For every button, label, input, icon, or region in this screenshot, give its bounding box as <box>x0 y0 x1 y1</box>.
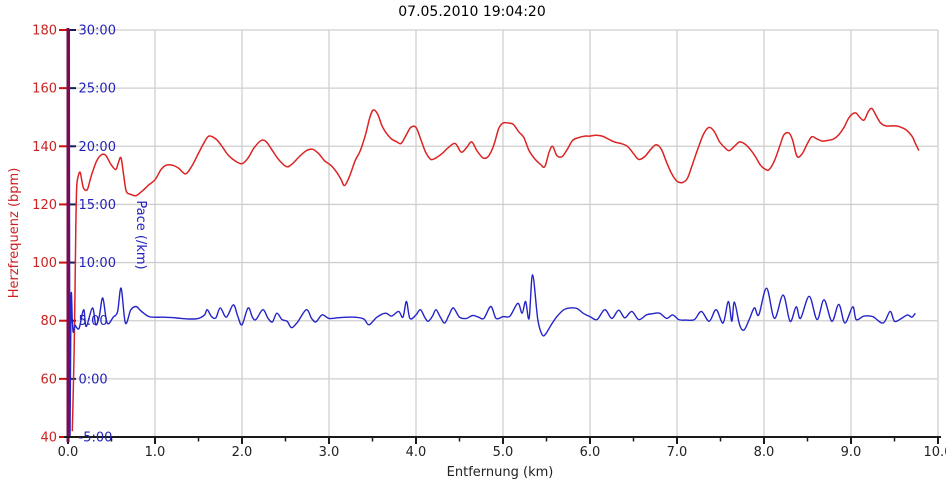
pace-line <box>68 29 916 437</box>
hr-tick-label: 120 <box>32 198 57 213</box>
hr-tick-label: 60 <box>40 372 57 387</box>
gridlines <box>68 29 939 437</box>
x-tick-label: 5.0 <box>493 445 514 460</box>
hr-tick-label: 160 <box>32 82 57 97</box>
x-tick-label: 1.0 <box>145 445 166 460</box>
x-tick-label: 8.0 <box>754 445 775 460</box>
x-tick-label: 4.0 <box>406 445 427 460</box>
hr-tick-label: 140 <box>32 140 57 155</box>
pace-tick-label: 0:00 <box>79 372 108 387</box>
pace-tick-label: 10:00 <box>79 256 116 271</box>
axis-tick-labels: 40 60 80 100 120 140 160 180 -5:00 0:00 5:00 10:00 1… <box>32 24 946 461</box>
x-tick-label: 0.0 <box>58 445 79 460</box>
pace-tick-label: 30:00 <box>79 24 116 39</box>
data-series <box>68 29 920 437</box>
x-tick-label: 7.0 <box>667 445 688 460</box>
pace-tick-label: 5:00 <box>79 314 108 329</box>
axis-lines <box>64 28 941 442</box>
heart-rate-line <box>71 107 920 432</box>
x-tick-label: 6.0 <box>580 445 601 460</box>
heart-rate-axis-title: Herzfrequenz (bpm) <box>7 168 22 299</box>
pace-tick-label: -5:00 <box>79 431 113 446</box>
pace-tick-label: 20:00 <box>79 140 116 155</box>
hr-tick-label: 80 <box>40 314 57 329</box>
x-tick-label: 9.0 <box>841 445 862 460</box>
pace-tick-label: 15:00 <box>79 198 116 213</box>
hr-tick-label: 40 <box>40 431 57 446</box>
hr-tick-label: 180 <box>32 24 57 39</box>
pace-tick-label: 25:00 <box>79 82 116 97</box>
x-tick-label: 10.0 <box>924 445 946 460</box>
x-tick-label: 3.0 <box>319 445 340 460</box>
axis-ticks <box>59 29 939 444</box>
chart-title: 07.05.2010 19:04:20 <box>398 4 546 20</box>
x-axis-title: Entfernung (km) <box>447 465 554 480</box>
x-tick-label: 2.0 <box>232 445 253 460</box>
hr-tick-label: 100 <box>32 256 57 271</box>
pace-axis-title: Pace (/km) <box>133 200 148 269</box>
